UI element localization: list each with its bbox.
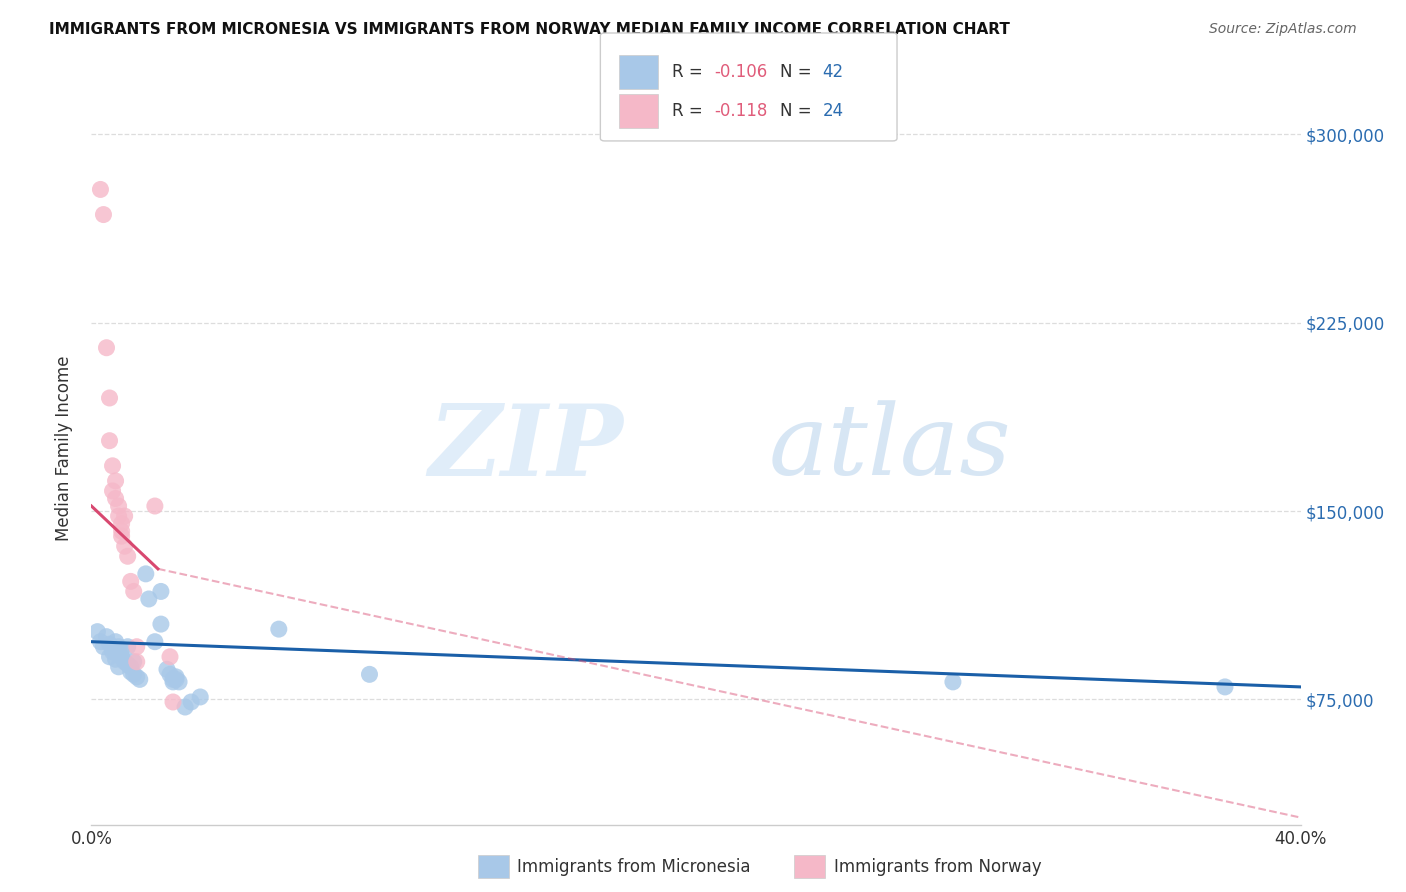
Point (125, 670, 148, 684)
Point (96, 341, 118, 355)
Point (107, 509, 129, 524)
Point (159, 649, 181, 664)
Point (104, 652, 127, 666)
Text: N =: N = (780, 63, 817, 81)
Text: Immigrants from Norway: Immigrants from Norway (834, 858, 1042, 876)
Point (111, 642, 132, 657)
Point (167, 674, 190, 689)
Point (111, 529, 132, 543)
Point (93, 208, 115, 222)
Point (120, 574, 142, 589)
Text: N =: N = (780, 102, 817, 120)
Point (111, 516, 132, 531)
Text: Source: ZipAtlas.com: Source: ZipAtlas.com (1209, 22, 1357, 37)
Point (107, 660, 129, 674)
Point (162, 695, 184, 709)
Point (135, 566, 157, 581)
Point (114, 509, 136, 524)
Point (267, 622, 290, 636)
Point (128, 673, 150, 687)
Point (104, 634, 127, 648)
Point (104, 491, 127, 506)
Y-axis label: Median Family Income: Median Family Income (55, 356, 73, 541)
Point (117, 657, 139, 672)
Point (117, 549, 139, 564)
Point (89, 182, 111, 196)
Point (162, 674, 184, 689)
Point (174, 700, 197, 714)
Point (942, 674, 965, 689)
Point (122, 667, 145, 681)
Point (114, 539, 136, 553)
Point (1213, 680, 1236, 694)
Point (149, 617, 172, 632)
Point (117, 640, 139, 654)
Point (111, 649, 132, 664)
Point (101, 483, 124, 498)
Point (101, 645, 124, 659)
Point (125, 640, 148, 654)
Point (156, 662, 179, 676)
Point (107, 499, 129, 513)
Point (165, 673, 187, 687)
Point (138, 592, 160, 607)
Point (89, 634, 111, 648)
Point (86, 624, 108, 639)
Point (101, 458, 124, 473)
Point (111, 524, 132, 538)
Point (98, 649, 121, 664)
Text: Immigrants from Micronesia: Immigrants from Micronesia (517, 858, 751, 876)
Point (107, 640, 129, 654)
Text: 24: 24 (823, 102, 844, 120)
Point (149, 584, 172, 599)
Point (359, 667, 381, 681)
Point (162, 673, 184, 687)
Point (98, 391, 121, 405)
Text: 42: 42 (823, 63, 844, 81)
Point (93, 640, 115, 654)
Point (104, 474, 127, 488)
Point (180, 695, 202, 709)
Point (143, 499, 166, 513)
Point (188, 690, 211, 704)
Point (165, 670, 187, 684)
Point (114, 655, 136, 669)
Text: -0.118: -0.118 (714, 102, 768, 120)
Text: IMMIGRANTS FROM MICRONESIA VS IMMIGRANTS FROM NORWAY MEDIAN FAMILY INCOME CORREL: IMMIGRANTS FROM MICRONESIA VS IMMIGRANTS… (49, 22, 1010, 37)
Point (120, 665, 142, 679)
Point (122, 584, 145, 599)
Point (120, 660, 142, 674)
Point (125, 655, 148, 669)
Point (159, 667, 181, 681)
Text: R =: R = (672, 102, 709, 120)
Point (96, 630, 118, 644)
Text: atlas: atlas (769, 401, 1011, 496)
Point (101, 642, 124, 657)
Point (98, 434, 121, 448)
Text: -0.106: -0.106 (714, 63, 768, 81)
Point (143, 634, 166, 648)
Point (122, 655, 145, 669)
Text: R =: R = (672, 63, 709, 81)
Text: ZIP: ZIP (429, 400, 623, 497)
Point (98, 637, 121, 651)
